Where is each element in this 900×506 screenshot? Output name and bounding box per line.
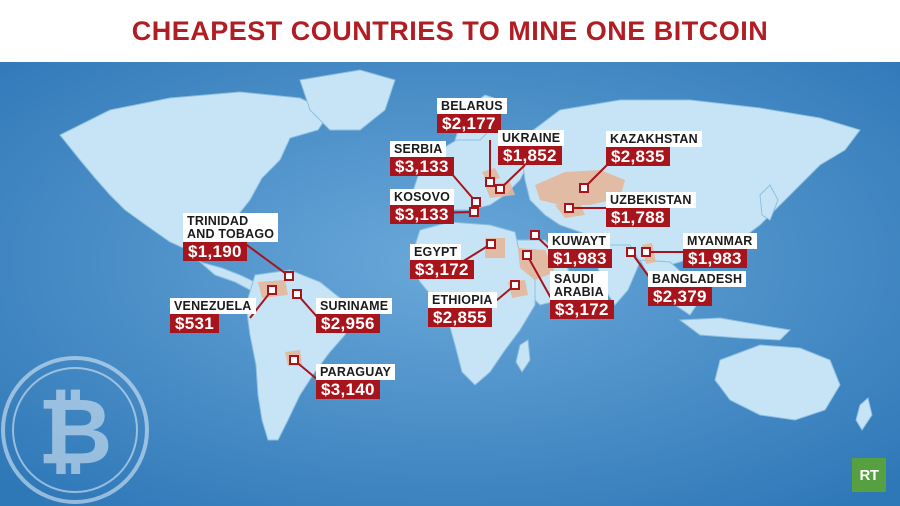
mining-cost: $2,835 <box>606 147 670 166</box>
country-name: MYANMAR <box>683 233 757 249</box>
mining-cost: $2,379 <box>648 287 712 306</box>
country-name: KOSOVO <box>390 189 455 205</box>
page-title: CHEAPEST COUNTRIES TO MINE ONE BITCOIN <box>131 15 769 46</box>
label-bangladesh: BANGLADESH $2,379 <box>648 271 747 306</box>
country-name: KAZAKHSTAN <box>606 131 702 147</box>
label-ukraine: UKRAINE $1,852 <box>498 130 565 165</box>
rt-logo: RT <box>852 458 886 492</box>
greenland <box>299 69 396 131</box>
australia <box>714 344 841 421</box>
rt-logo-text: RT <box>859 466 880 484</box>
mining-cost: $3,133 <box>390 205 454 224</box>
country-name: SERBIA <box>390 141 447 157</box>
mining-cost: $531 <box>170 314 220 333</box>
label-myanmar: MYANMAR $1,983 <box>683 233 757 268</box>
mining-cost: $1,983 <box>548 249 612 268</box>
label-kazakhstan: KAZAKHSTAN $2,835 <box>606 131 702 166</box>
country-name: SAUDI ARABIA <box>550 271 608 300</box>
indonesia <box>678 317 792 341</box>
japan <box>759 184 779 221</box>
country-name: UKRAINE <box>498 130 565 146</box>
mining-cost: $1,983 <box>683 249 747 268</box>
label-ethiopia: ETHIOPIA $2,855 <box>428 292 497 327</box>
mining-cost: $2,177 <box>437 114 501 133</box>
label-paraguay: PARAGUAY $3,140 <box>316 364 396 399</box>
country-name: ETHIOPIA <box>428 292 497 308</box>
mining-cost: $1,852 <box>498 146 562 165</box>
label-belarus: BELARUS $2,177 <box>437 98 507 133</box>
bitcoin-icon: ₿ <box>1 356 149 504</box>
country-name: UZBEKISTAN <box>606 192 696 208</box>
title-bar: CHEAPEST COUNTRIES TO MINE ONE BITCOIN <box>0 0 900 62</box>
label-saudi-arabia: SAUDI ARABIA $3,172 <box>550 271 614 319</box>
mining-cost: $3,172 <box>550 300 614 319</box>
mining-cost: $1,788 <box>606 208 670 227</box>
label-venezuela: VENEZUELA $531 <box>170 298 256 333</box>
country-name: BANGLADESH <box>648 271 747 287</box>
svg-text:₿: ₿ <box>38 381 113 483</box>
country-name: PARAGUAY <box>316 364 396 380</box>
label-kuwayt: KUWAYT $1,983 <box>548 233 612 268</box>
mining-cost: $3,140 <box>316 380 380 399</box>
country-name: BELARUS <box>437 98 507 114</box>
label-kosovo: KOSOVO $3,133 <box>390 189 455 224</box>
label-trinidad-and-tobago: TRINIDAD AND TOBAGO $1,190 <box>183 213 279 261</box>
label-uzbekistan: UZBEKISTAN $1,788 <box>606 192 696 227</box>
mining-cost: $1,190 <box>183 242 247 261</box>
country-name: EGYPT <box>410 244 462 260</box>
label-egypt: EGYPT $3,172 <box>410 244 474 279</box>
location-markers <box>267 177 651 365</box>
country-name: TRINIDAD AND TOBAGO <box>183 213 279 242</box>
mining-cost: $3,172 <box>410 260 474 279</box>
madagascar <box>515 339 531 373</box>
new-zealand <box>855 397 873 431</box>
country-name: VENEZUELA <box>170 298 256 314</box>
mining-cost: $2,855 <box>428 308 492 327</box>
label-serbia: SERBIA $3,133 <box>390 141 454 176</box>
country-name: SURINAME <box>316 298 393 314</box>
country-name: KUWAYT <box>548 233 611 249</box>
mining-cost: $3,133 <box>390 157 454 176</box>
mining-cost: $2,956 <box>316 314 380 333</box>
label-suriname: SURINAME $2,956 <box>316 298 393 333</box>
